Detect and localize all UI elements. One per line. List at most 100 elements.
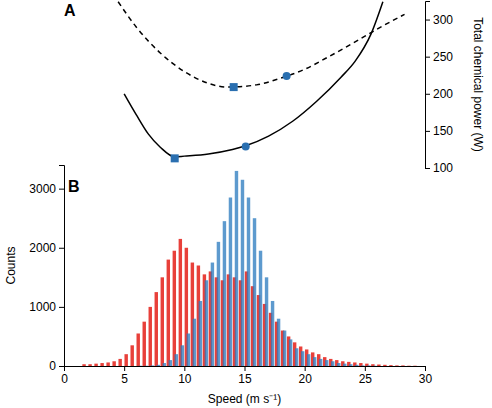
bar — [193, 319, 196, 366]
bar — [100, 363, 103, 366]
tick-mark — [305, 366, 306, 371]
bar — [217, 242, 220, 366]
tick: 250 — [425, 50, 453, 64]
bar — [355, 365, 358, 366]
bar — [401, 365, 404, 366]
tick: 3000 — [29, 182, 64, 196]
bar — [78, 366, 81, 367]
tick-label: 100 — [433, 161, 453, 175]
marker — [171, 154, 179, 162]
tick: 150 — [425, 124, 453, 138]
tick-label: 10 — [178, 372, 192, 386]
bar — [205, 280, 208, 366]
bar — [265, 277, 268, 366]
tick-label: 250 — [433, 50, 453, 64]
bar — [108, 366, 111, 367]
bar — [126, 366, 129, 367]
bar — [114, 366, 117, 367]
bar — [94, 364, 97, 366]
bar — [395, 365, 398, 366]
bar — [307, 354, 310, 366]
bar — [76, 366, 79, 367]
bar — [163, 363, 166, 366]
tick: 15 — [238, 366, 252, 386]
marker — [242, 142, 250, 150]
bar — [419, 366, 422, 367]
bar — [88, 364, 91, 366]
bar — [82, 364, 85, 366]
bar — [373, 365, 376, 366]
tick: 30 — [419, 366, 433, 386]
panel-label: A — [64, 2, 76, 19]
bar — [106, 362, 109, 366]
bar — [337, 363, 340, 366]
tick: 1000 — [29, 300, 64, 314]
tick: 0 — [61, 366, 68, 386]
bar — [377, 365, 380, 366]
tick: 2000 — [29, 241, 64, 255]
bar — [349, 364, 352, 366]
bar — [407, 365, 410, 366]
tick-mark — [59, 248, 64, 249]
tick-mark — [425, 168, 430, 169]
axis-title: Total chemical power (W) — [471, 17, 485, 152]
tick: 5 — [121, 366, 128, 386]
tick-label: 150 — [433, 124, 453, 138]
bar — [187, 333, 190, 366]
figure: 100150200250300Total chemical power (W)A… — [0, 0, 492, 408]
axis-line — [59, 166, 65, 367]
bar — [413, 365, 416, 366]
bar — [271, 301, 274, 366]
axis: 051015202530 — [61, 366, 432, 386]
tick-label: 1000 — [29, 300, 56, 314]
bar — [149, 307, 152, 366]
tick-label: 300 — [433, 13, 453, 27]
tick: 300 — [425, 13, 453, 27]
bar — [421, 366, 424, 367]
bar — [145, 365, 148, 366]
plot-area — [118, 2, 404, 163]
bar — [124, 354, 127, 366]
bar — [199, 301, 202, 366]
tick-label: 0 — [61, 372, 68, 386]
bar — [325, 360, 328, 366]
axis-line — [65, 367, 426, 372]
bar — [235, 171, 238, 366]
bar — [181, 345, 184, 366]
bar — [379, 366, 382, 367]
marker — [283, 72, 291, 80]
bar — [383, 365, 386, 366]
bar — [137, 333, 140, 366]
bar — [331, 361, 334, 366]
bar — [241, 180, 244, 366]
bar — [84, 366, 87, 367]
bar — [90, 366, 93, 367]
bar — [289, 339, 292, 366]
tick-mark — [365, 366, 366, 371]
bar — [120, 366, 123, 367]
bar — [167, 260, 170, 366]
tick-label: 2000 — [29, 241, 56, 255]
bar — [132, 366, 135, 367]
bar — [301, 351, 304, 366]
tick-label: 20 — [298, 372, 312, 386]
bar — [211, 263, 214, 366]
bar — [295, 348, 298, 366]
bar — [155, 292, 158, 366]
tick-mark — [425, 94, 430, 95]
bar — [389, 365, 392, 366]
panel-label: B — [68, 178, 80, 195]
bar — [157, 365, 160, 366]
tick-mark — [124, 366, 125, 371]
bar — [319, 359, 322, 366]
bar — [403, 366, 406, 367]
tick: 10 — [178, 366, 192, 386]
bar — [175, 354, 178, 366]
bar — [151, 365, 154, 366]
bar — [361, 365, 364, 366]
tick-label: 3000 — [29, 182, 56, 196]
bar — [229, 198, 232, 366]
line — [118, 2, 404, 87]
bar — [415, 366, 418, 367]
tick-mark — [425, 57, 430, 58]
